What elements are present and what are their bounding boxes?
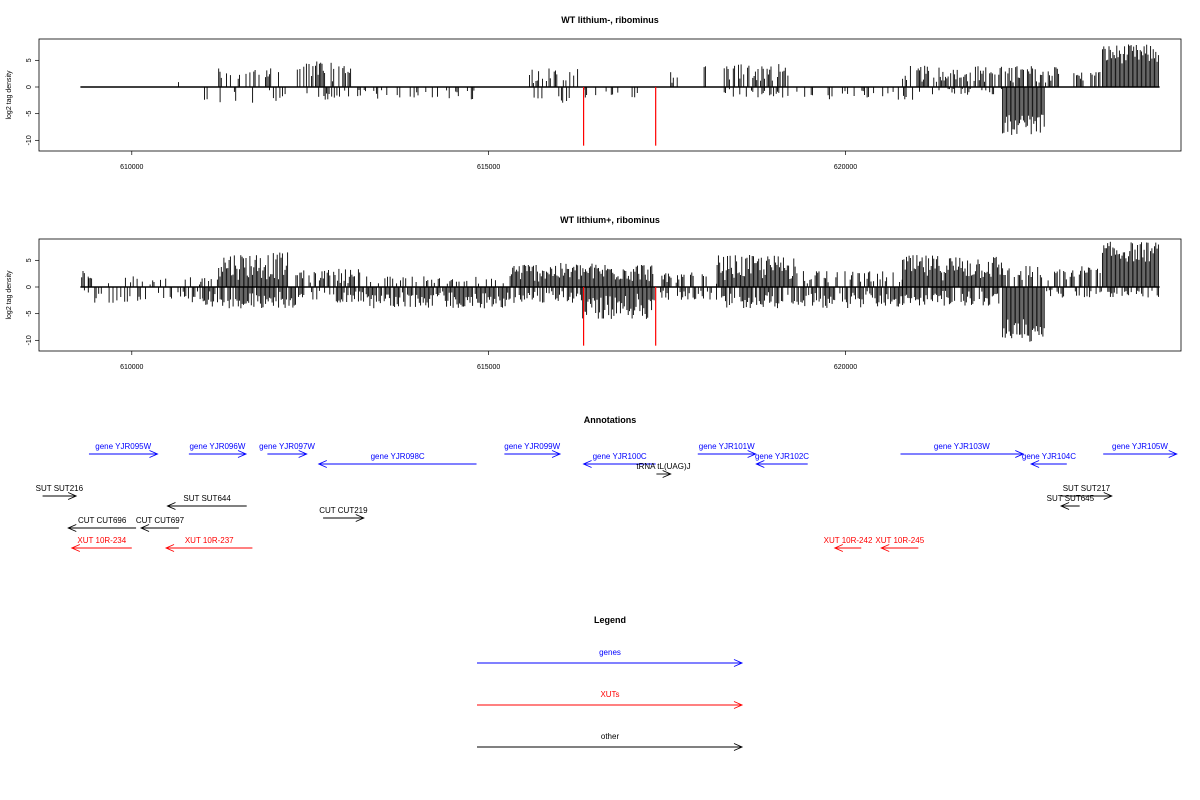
plot-frame <box>38 38 1182 152</box>
y-tick-label: -5 <box>26 110 33 116</box>
annotation-features: gene YJR095W gene YJR096W gene YJR097W gene… <box>36 442 1178 552</box>
annotation-label: XUT 10R-242 <box>824 536 873 545</box>
x-tick-label: 610000 <box>120 364 143 371</box>
annotation-label: gene YJR105W <box>1112 442 1168 451</box>
annotation-label: tRNA tL(UAG)J <box>636 462 690 471</box>
annotation-label: SUT SUT644 <box>183 494 231 503</box>
annotation-label: SUT SUT216 <box>36 484 84 493</box>
annotation-label: CUT CUT697 <box>136 516 185 525</box>
y-tick-label: 5 <box>26 258 33 262</box>
annotation-label: gene YJR099W <box>504 442 560 451</box>
annotations-title: Annotations <box>584 415 637 425</box>
annotation-arrow <box>504 450 562 458</box>
annotation-track: Annotations gene YJR095W gene YJR096W gene… <box>36 415 1178 552</box>
legend-label: XUTs <box>600 690 619 699</box>
annotation-arrow <box>1029 460 1067 468</box>
x-tick-label: 620000 <box>834 164 857 171</box>
annotation-arrow <box>70 544 132 552</box>
annotation-arrow <box>317 460 477 468</box>
annotation-arrow <box>164 544 253 552</box>
annotation-arrow <box>697 450 757 458</box>
x-axis: 610000 615000 620000 <box>120 151 857 171</box>
annotation-label: XUT 10R-245 <box>875 536 924 545</box>
annotation-label: gene YJR102C <box>755 452 809 461</box>
annotation-arrow <box>900 450 1025 458</box>
annotation-arrow <box>139 524 179 532</box>
y-tick-label: -5 <box>26 310 33 316</box>
y-axis: -10 -5 0 5 <box>26 58 39 145</box>
annotation-label: SUT SUT645 <box>1047 494 1095 503</box>
y-tick-label: 0 <box>26 285 33 289</box>
annotation-arrow <box>833 544 862 552</box>
annotation-label: gene YJR095W <box>95 442 151 451</box>
y-tick-label: 5 <box>26 58 33 62</box>
annotation-arrow <box>1061 492 1113 500</box>
legend: Legend genes XUTs other <box>477 615 744 751</box>
x-tick-label: 615000 <box>477 364 500 371</box>
y-axis: -10 -5 0 5 <box>26 258 39 345</box>
annotation-arrow <box>267 450 308 458</box>
annotation-arrow <box>67 524 137 532</box>
annotation-label: SUT SUT217 <box>1063 484 1111 493</box>
x-tick-label: 620000 <box>834 364 857 371</box>
annotation-label: gene YJR098C <box>371 452 425 461</box>
track-panel-lithium-minus: WT lithium-, ribominus log2 tag density … <box>6 15 1182 171</box>
y-axis-label: log2 tag density <box>6 70 13 120</box>
legend-label: genes <box>599 648 621 657</box>
annotation-arrow <box>1103 450 1178 458</box>
annotation-arrow <box>1059 502 1080 510</box>
bar-series <box>80 241 1160 346</box>
legend-arrow <box>477 701 744 709</box>
annotation-arrow <box>880 544 919 552</box>
annotation-label: gene YJR097W <box>259 442 315 451</box>
x-tick-label: 610000 <box>120 164 143 171</box>
legend-items: genes XUTs other <box>477 648 744 751</box>
annotation-label: gene YJR101W <box>699 442 755 451</box>
bar-series <box>80 44 1160 146</box>
legend-title: Legend <box>594 615 626 625</box>
x-tick-label: 615000 <box>477 164 500 171</box>
plot-frame <box>38 238 1182 352</box>
annotation-arrow <box>323 514 365 522</box>
y-tick-label: -10 <box>26 335 33 345</box>
annotation-arrow <box>42 492 78 500</box>
annotation-label: gene YJR100C <box>593 452 647 461</box>
legend-label: other <box>601 732 620 741</box>
legend-arrow <box>477 659 744 667</box>
annotation-arrow <box>755 460 808 468</box>
y-tick-label: 0 <box>26 85 33 89</box>
annotation-label: gene YJR104C <box>1022 452 1076 461</box>
y-axis-label: log2 tag density <box>6 270 13 320</box>
annotation-arrow <box>582 460 656 468</box>
x-axis: 610000 615000 620000 <box>120 351 857 371</box>
annotation-label: CUT CUT696 <box>78 516 127 525</box>
panel-title: WT lithium-, ribominus <box>561 15 659 25</box>
annotation-label: CUT CUT219 <box>319 506 368 515</box>
y-tick-label: -10 <box>26 135 33 145</box>
annotation-label: XUT 10R-234 <box>77 536 126 545</box>
annotation-label: gene YJR103W <box>934 442 990 451</box>
annotation-label: XUT 10R-237 <box>185 536 234 545</box>
track-panel-lithium-plus: WT lithium+, ribominus log2 tag density … <box>6 215 1182 371</box>
legend-arrow <box>477 743 744 751</box>
annotation-label: gene YJR096W <box>189 442 245 451</box>
annotation-arrow <box>88 450 159 458</box>
annotation-arrow <box>166 502 247 510</box>
annotation-arrow <box>656 470 672 478</box>
panel-title: WT lithium+, ribominus <box>560 215 660 225</box>
annotation-arrow <box>188 450 248 458</box>
